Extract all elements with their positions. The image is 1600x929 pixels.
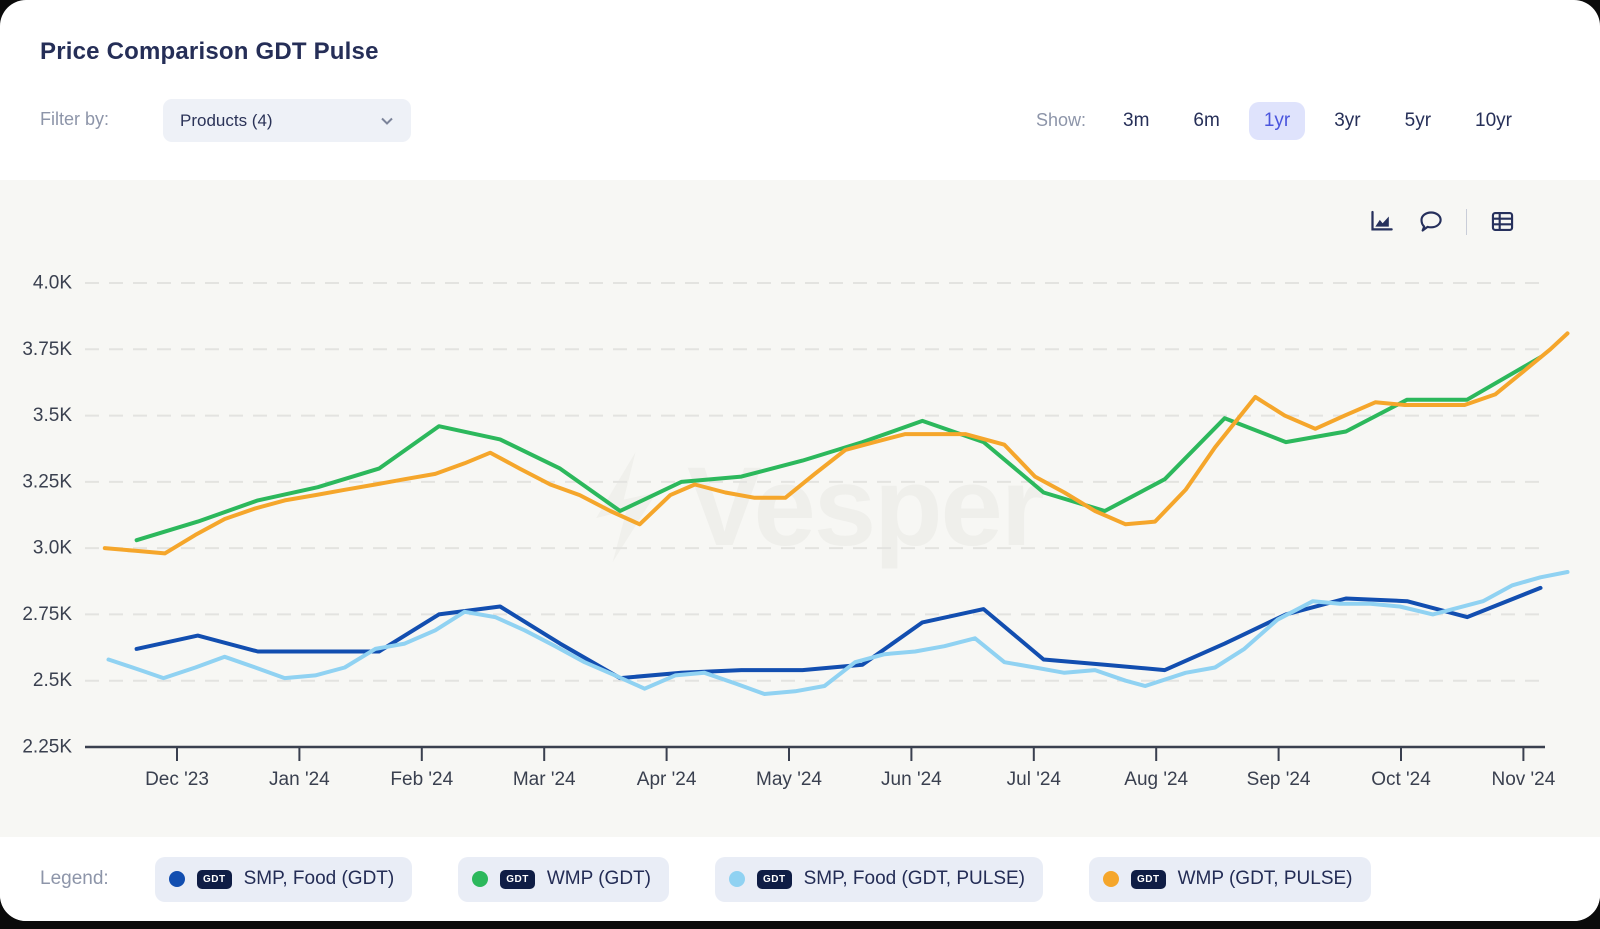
legend-item-label: SMP, Food (GDT, PULSE) bbox=[803, 868, 1025, 889]
table-icon[interactable] bbox=[1489, 208, 1516, 235]
legend-color-dot bbox=[729, 871, 745, 887]
range-1yr[interactable]: 1yr bbox=[1248, 101, 1306, 140]
series-line-wmp-gdt- bbox=[134, 355, 1543, 543]
y-axis-label-3.5K: 3.5K bbox=[33, 405, 72, 426]
y-axis-label-3.25K: 3.25K bbox=[22, 471, 72, 492]
gdt-badge: GDT bbox=[757, 869, 792, 889]
gdt-badge: GDT bbox=[1131, 869, 1166, 889]
range-10yr[interactable]: 10yr bbox=[1475, 109, 1512, 131]
legend-item-label: WMP (GDT, PULSE) bbox=[1177, 868, 1353, 889]
range-5yr[interactable]: 5yr bbox=[1404, 109, 1432, 131]
x-axis-label-Mar '24: Mar '24 bbox=[513, 769, 576, 790]
y-axis-label-2.75K: 2.75K bbox=[22, 604, 72, 625]
legend-item-label: WMP (GDT) bbox=[546, 868, 651, 889]
products-dropdown[interactable]: Products (4) bbox=[163, 99, 411, 142]
y-axis-label-2.25K: 2.25K bbox=[22, 736, 72, 757]
y-axis-label-3.75K: 3.75K bbox=[22, 339, 72, 360]
legend-item-label: SMP, Food (GDT) bbox=[243, 868, 395, 889]
legend-item-1[interactable]: GDT SMP, Food (GDT) bbox=[155, 856, 413, 902]
time-range-group: Show: 3m 6m 1yr 3yr 5yr 10yr bbox=[1036, 99, 1527, 142]
y-axis-label-2.5K: 2.5K bbox=[33, 670, 72, 691]
range-6m[interactable]: 6m bbox=[1193, 109, 1220, 131]
x-axis-label-May '24: May '24 bbox=[756, 769, 822, 790]
legend-color-dot bbox=[472, 871, 489, 887]
gdt-badge: GDT bbox=[197, 869, 232, 889]
x-axis-label-Jul '24: Jul '24 bbox=[1007, 769, 1062, 790]
x-axis-label-Nov '24: Nov '24 bbox=[1491, 769, 1555, 790]
x-axis-label-Jan '24: Jan '24 bbox=[269, 769, 330, 790]
line-chart: 4.0K 3.75K 3.5K 3.25K 3.0K 2.75K 2.5K 2.25K Dec … bbox=[22, 273, 1570, 790]
x-axis-label-Oct '24: Oct '24 bbox=[1371, 769, 1431, 790]
range-3m[interactable]: 3m bbox=[1123, 109, 1150, 131]
x-axis-label-Apr '24: Apr '24 bbox=[637, 769, 697, 790]
series-line-wmp-gdt-pulse- bbox=[102, 331, 1570, 556]
toolbar-divider bbox=[1466, 208, 1467, 235]
legend-item-3[interactable]: GDT SMP, Food (GDT, PULSE) bbox=[715, 856, 1043, 902]
filter-by-label: Filter by: bbox=[40, 109, 110, 129]
x-axis-label-Jun '24: Jun '24 bbox=[881, 769, 942, 790]
series-line-smp-food-gdt-pulse- bbox=[106, 570, 1570, 696]
legend-color-dot bbox=[1103, 871, 1119, 887]
x-axis-label-Feb '24: Feb '24 bbox=[390, 769, 453, 790]
chart-toolbar bbox=[1368, 208, 1516, 235]
legend-item-4[interactable]: GDT WMP (GDT, PULSE) bbox=[1089, 856, 1371, 902]
products-dropdown-value: Products (4) bbox=[180, 110, 273, 130]
x-axis-label-Dec '23: Dec '23 bbox=[145, 769, 209, 790]
chart-panel: Vesper 4.0K 3.75K 3.5K 3.25K 3.0K 2.75K 2.5K 2.… bbox=[0, 180, 1600, 837]
range-options: 3m 6m 1yr 3yr 5yr 10yr bbox=[1108, 101, 1527, 140]
legend-item-2[interactable]: GDT WMP (GDT) bbox=[458, 856, 669, 902]
y-axis-label-4.0K: 4.0K bbox=[33, 273, 72, 294]
show-label: Show: bbox=[1035, 110, 1086, 130]
range-3yr[interactable]: 3yr bbox=[1334, 109, 1361, 131]
area-chart-icon[interactable] bbox=[1368, 208, 1395, 235]
legend-color-dot bbox=[169, 871, 185, 887]
comment-icon[interactable] bbox=[1417, 208, 1444, 235]
y-axis-label-3.0K: 3.0K bbox=[33, 538, 72, 559]
gdt-badge: GDT bbox=[500, 869, 535, 889]
controls-row: Filter by: Products (4) Show: 3m 6m 1yr 3yr… bbox=[0, 99, 1600, 143]
chevron-down-icon bbox=[381, 117, 393, 125]
legend-label: Legend: bbox=[40, 868, 109, 889]
x-axis-label-Aug '24: Aug '24 bbox=[1124, 769, 1188, 790]
legend-bar: Legend: GDT SMP, Food (GDT) GDT WMP (GDT) GD… bbox=[0, 837, 1600, 921]
x-axis-label-Sep '24: Sep '24 bbox=[1247, 769, 1311, 790]
page-title: Price Comparison GDT Pulse bbox=[40, 38, 379, 65]
legend-items: GDT SMP, Food (GDT) GDT WMP (GDT) GDT SMP, Fo… bbox=[155, 856, 1371, 902]
